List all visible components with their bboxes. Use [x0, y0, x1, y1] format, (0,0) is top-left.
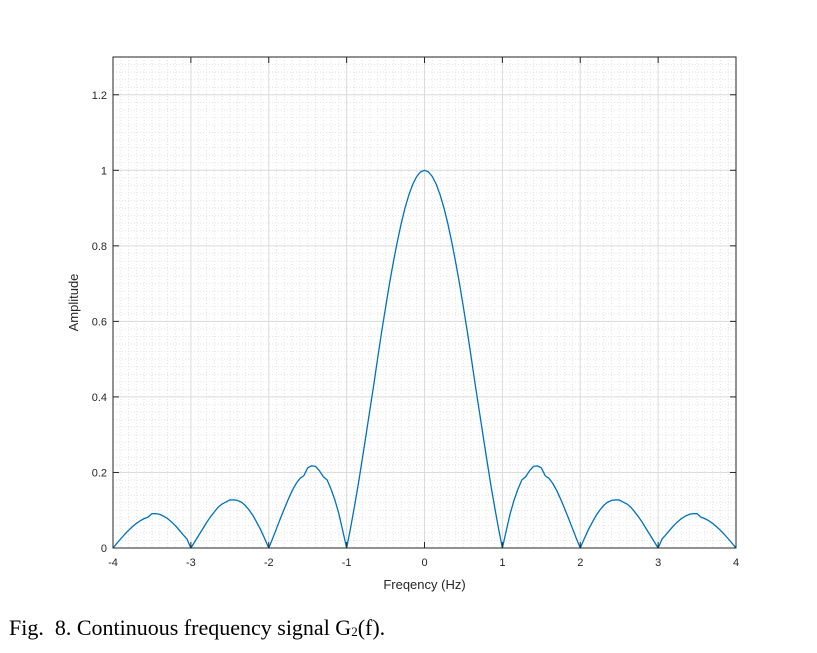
x-tick-label: 3	[655, 557, 661, 569]
y-tick-label: 1.2	[92, 90, 107, 102]
x-tick-label: -3	[186, 557, 196, 569]
caption-subscript: 2	[351, 624, 358, 639]
y-tick-label: 0.4	[92, 392, 107, 404]
y-tick-label: 0.2	[92, 467, 107, 479]
y-tick-label: 0	[101, 543, 107, 555]
y-tick-label: 1	[101, 165, 107, 177]
x-tick-label: 4	[733, 557, 739, 569]
x-tick-label: 0	[421, 557, 427, 569]
axis-ticks	[112, 57, 737, 549]
y-tick-label: 0.6	[92, 316, 107, 328]
x-tick-label: -1	[342, 557, 352, 569]
x-tick-label: -2	[264, 557, 274, 569]
y-tick-label: 0.8	[92, 241, 107, 253]
y-tick-labels: 0 0.2 0.4 0.6 0.8 1 1.2	[92, 90, 107, 555]
caption-prefix: Fig. 8. Continuous frequency signal G	[9, 615, 352, 640]
x-tick-label: 2	[577, 557, 583, 569]
x-tick-label: 1	[499, 557, 505, 569]
series-line	[112, 169, 737, 549]
y-axis-label: Amplitude	[66, 274, 81, 332]
x-tick-labels: -4 -3 -2 -1 0 1 2 3 4	[108, 557, 739, 569]
chart: -4 -3 -2 -1 0 1 2 3 4 0 0.2 0.4 0.6 0.8 1 1.2 Freqency…	[66, 56, 739, 592]
figure-caption: Fig. 8. Continuous frequency signal G2(f…	[9, 615, 385, 641]
x-axis-label: Freqency (Hz)	[383, 577, 465, 592]
x-tick-label: -4	[108, 557, 118, 569]
caption-suffix: (f).	[357, 615, 386, 640]
